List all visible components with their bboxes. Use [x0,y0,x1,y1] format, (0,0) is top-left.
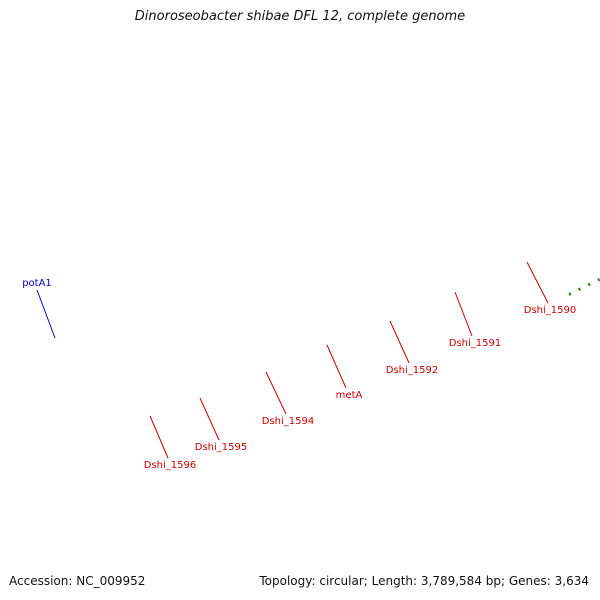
leader-line [326,344,347,389]
gene-label: Dshi_1591 [449,338,501,349]
page-title: Dinoroseobacter shibae DFL 12, complete … [134,9,466,24]
gene-label: potA1 [22,278,52,289]
gene-label: Dshi_1592 [386,365,438,376]
leader-line [389,320,410,364]
accession-text: Accession: NC_009952 [9,574,146,588]
gene-label: Dshi_1595 [195,442,247,453]
outer-tick [587,282,591,287]
leader-line [526,261,549,304]
leader-line [36,289,56,339]
leader-line [265,371,287,415]
gene-label: Dshi_1596 [144,460,196,471]
leader-line [199,397,220,441]
outer-tick [597,277,600,282]
outer-tick [577,287,582,292]
gene-label: metA [336,390,363,401]
gene-label: Dshi_1594 [262,416,314,427]
topology-text: Topology: circular; Length: 3,789,584 bp… [259,574,589,588]
gene-label: Dshi_1590 [524,305,576,316]
leader-line [149,415,169,459]
leader-line [454,291,473,337]
outer-tick [568,292,572,296]
